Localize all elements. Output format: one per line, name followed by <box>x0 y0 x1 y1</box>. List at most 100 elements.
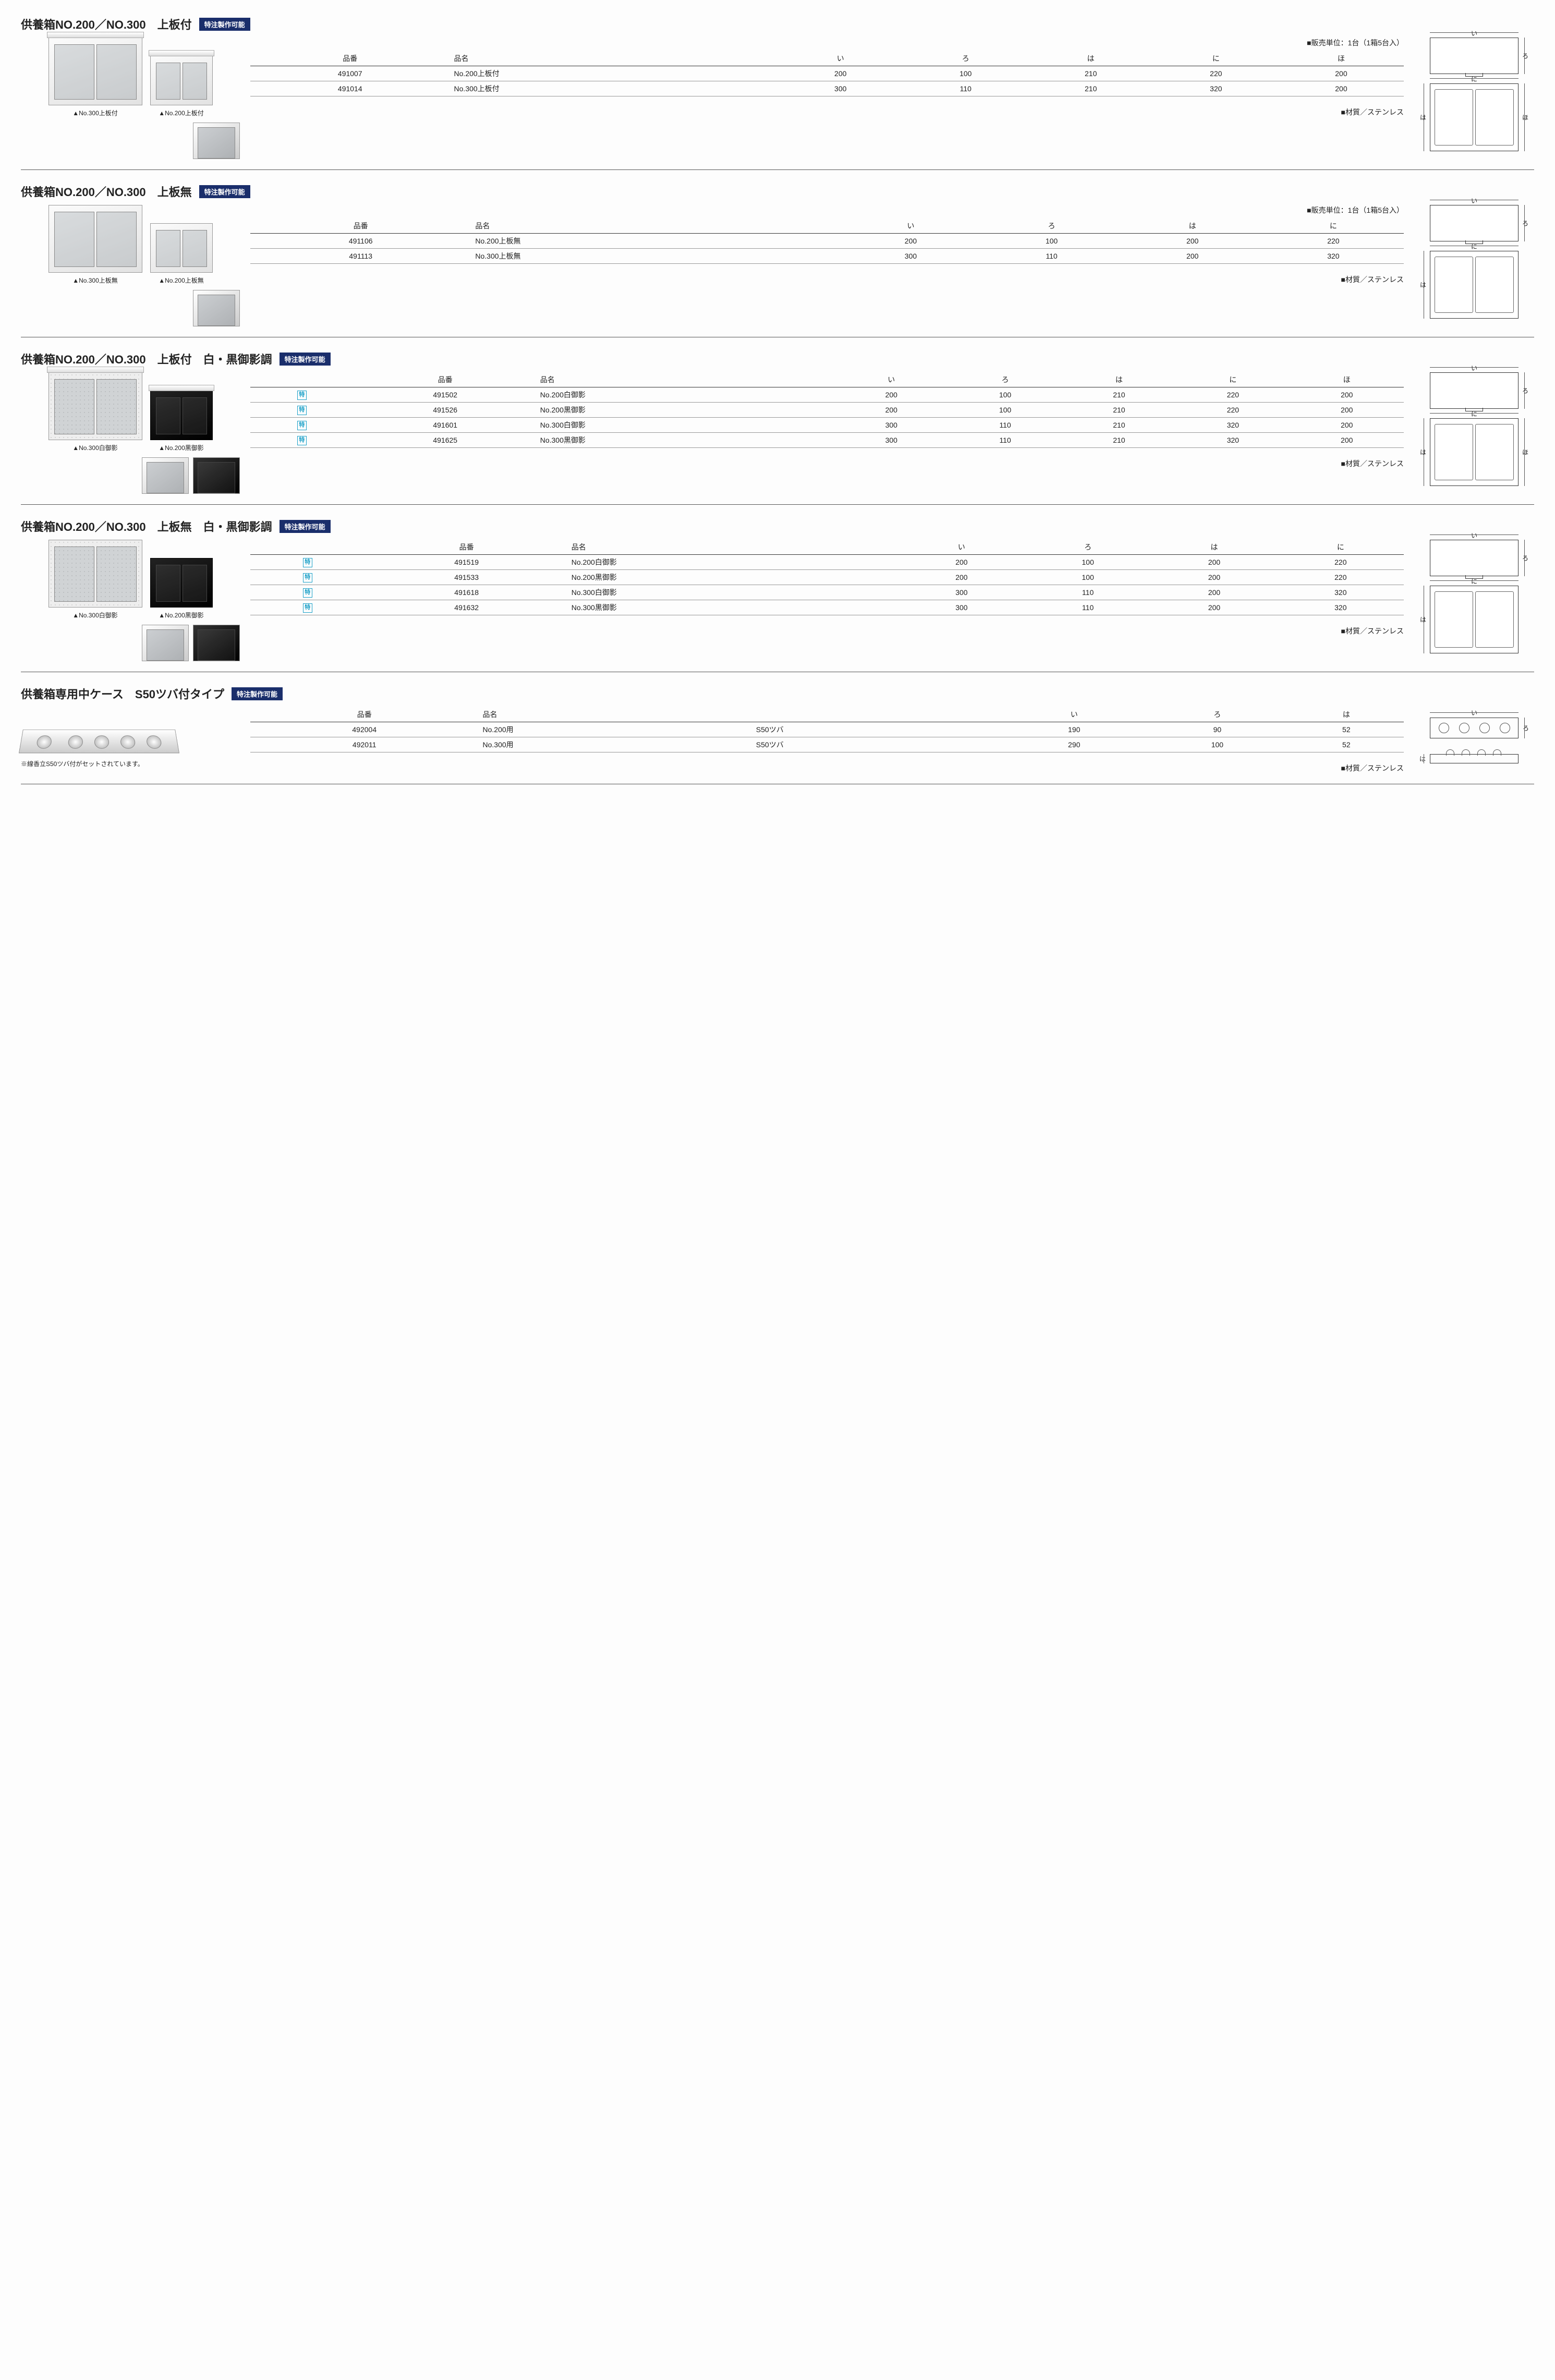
table-row: 491007No.200上板付200100210220200 <box>250 66 1404 81</box>
dim-cell: 200 <box>1151 555 1277 570</box>
table-body: 491007No.200上板付200100210220200491014No.3… <box>250 66 1404 96</box>
diagram-cup <box>1446 749 1454 756</box>
table-row: 492004No.200用S50ツバ1909052 <box>250 722 1404 737</box>
toku-cell: 特 <box>250 570 366 585</box>
col-header: に <box>1176 372 1290 387</box>
diagram-box: には <box>1430 586 1518 653</box>
col-header: は <box>1028 51 1153 66</box>
dim-cell: 320 <box>1278 600 1404 615</box>
diagram-hole <box>1459 723 1469 733</box>
cabinet-large <box>48 540 142 608</box>
photo-caption: ▲No.200上板付 <box>150 108 213 117</box>
table-row: 491106No.200上板無200100200220 <box>250 234 1404 249</box>
diagram-panel <box>1475 424 1514 480</box>
dim-cell: 300 <box>834 433 948 448</box>
product-photos: ▲No.300上板無▲No.200上板無 <box>21 205 240 326</box>
dim-cell: 210 <box>1062 403 1176 418</box>
toku-badge: 特 <box>297 436 307 445</box>
name-cell: No.200黒御影 <box>567 570 898 585</box>
name-cell: No.200上板付 <box>450 66 778 81</box>
table-head: 品番品名いろはに <box>250 540 1404 555</box>
cabinet-doors <box>156 63 207 100</box>
col-header: 品番 <box>250 707 479 722</box>
col-blank <box>250 372 355 387</box>
dim-line <box>1430 712 1518 713</box>
product-section: 供養箱NO.200／NO.300 上板無 白・黒御影調特注製作可能 ▲No.300… <box>21 518 1534 672</box>
cabinet-top-plate <box>47 32 144 38</box>
section-title: 供養箱NO.200／NO.300 上板無 白・黒御影調 <box>21 518 272 535</box>
table-head: 品番品名いろはにほ <box>250 372 1404 387</box>
col-header: に <box>1278 540 1404 555</box>
material-note: ■材質／ステンレス <box>250 274 1404 285</box>
diagram-box: いろ <box>1430 372 1518 409</box>
diagram-hole <box>1500 723 1510 733</box>
table-header-row: 品番品名いろはに <box>250 218 1404 234</box>
col-header: ろ <box>948 372 1062 387</box>
material-note: ■材質／ステンレス <box>250 107 1404 117</box>
dim-label: に <box>1471 577 1477 586</box>
diagram-top-view: いろ <box>1430 38 1518 74</box>
door <box>54 44 94 100</box>
photo-pair <box>21 540 240 608</box>
col-header: い <box>840 218 981 234</box>
dim-cell: 200 <box>1122 249 1263 264</box>
table-head: 品番品名いろは <box>250 707 1404 722</box>
section-body: ▲No.300白御影▲No.200黒御影品番品名いろはに特491519No.20… <box>21 540 1534 661</box>
diagram-box: にはほ <box>1430 418 1518 486</box>
material-note: ■材質／ステンレス <box>250 626 1404 636</box>
col-header: い <box>898 540 1025 555</box>
photo-caption: ▲No.300白御影 <box>48 611 142 620</box>
dim-cell: 300 <box>834 418 948 433</box>
section-header: 供養箱NO.200／NO.300 上板無特注製作可能 <box>21 183 1534 200</box>
col-header: 品番 <box>355 372 536 387</box>
dim-cell: 200 <box>1151 570 1277 585</box>
dim-cell: 320 <box>1263 249 1404 264</box>
cabinet-doors <box>156 397 207 434</box>
sub-cell: S50ツバ <box>752 722 1003 737</box>
section-header: 供養箱NO.200／NO.300 上板無 白・黒御影調特注製作可能 <box>21 518 1534 535</box>
diagram-panel <box>1435 89 1473 145</box>
tray-cup <box>146 735 162 748</box>
door <box>54 212 94 267</box>
section-title: 供養箱専用中ケース S50ツバ付タイプ <box>21 685 224 702</box>
spec-area: ■販売単位：1台（1箱5台入）品番品名いろはに491106No.200上板無20… <box>250 205 1404 285</box>
detail-strip <box>21 290 240 326</box>
dim-cell: 300 <box>898 600 1025 615</box>
dim-cell: 200 <box>898 555 1025 570</box>
product-photos: ▲No.300上板付▲No.200上板付 <box>21 38 240 159</box>
table-row: 特491502No.200白御影200100210220200 <box>250 387 1404 403</box>
dim-cell: 110 <box>948 418 1062 433</box>
photo-caption: ▲No.200上板無 <box>150 276 213 285</box>
dim-cell: 220 <box>1278 555 1404 570</box>
diagram-hole <box>1479 723 1490 733</box>
product-photos: ▲No.300白御影▲No.200黒御影 <box>21 540 240 661</box>
section-header: 供養箱NO.200／NO.300 上板付 白・黒御影調特注製作可能 <box>21 350 1534 367</box>
spec-area: 品番品名いろはにほ特491502No.200白御影200100210220200… <box>250 372 1404 469</box>
tray-cup <box>120 735 136 748</box>
section-header: 供養箱NO.200／NO.300 上板付特注製作可能 <box>21 16 1534 32</box>
section-body: ▲No.300上板付▲No.200上板付■販売単位：1台（1箱5台入）品番品名い… <box>21 38 1534 159</box>
toku-cell: 特 <box>250 403 355 418</box>
dim-cell: 100 <box>1025 570 1151 585</box>
name-cell: No.300用 <box>479 737 752 752</box>
tray-photo <box>19 730 179 753</box>
code-cell: 491618 <box>366 585 567 600</box>
detail-photo <box>193 625 240 661</box>
code-cell: 491502 <box>355 387 536 403</box>
dim-label: い <box>1471 531 1477 540</box>
diagram-cup <box>1477 749 1486 756</box>
col-header: 品番 <box>366 540 567 555</box>
dim-cell: 200 <box>1151 600 1277 615</box>
detail-photo <box>193 290 240 326</box>
diagram-panel <box>1475 591 1514 648</box>
col-header: 品番 <box>250 51 450 66</box>
code-cell: 491519 <box>366 555 567 570</box>
table-head: 品番品名いろはにほ <box>250 51 1404 66</box>
sub-cell: S50ツバ <box>752 737 1003 752</box>
col-blank <box>250 540 366 555</box>
dim-cell: 290 <box>1003 737 1146 752</box>
tray-cup <box>68 735 83 748</box>
door <box>96 547 137 602</box>
dim-label: に <box>1471 409 1477 418</box>
diagram-front-view: にはほ <box>1430 83 1518 151</box>
